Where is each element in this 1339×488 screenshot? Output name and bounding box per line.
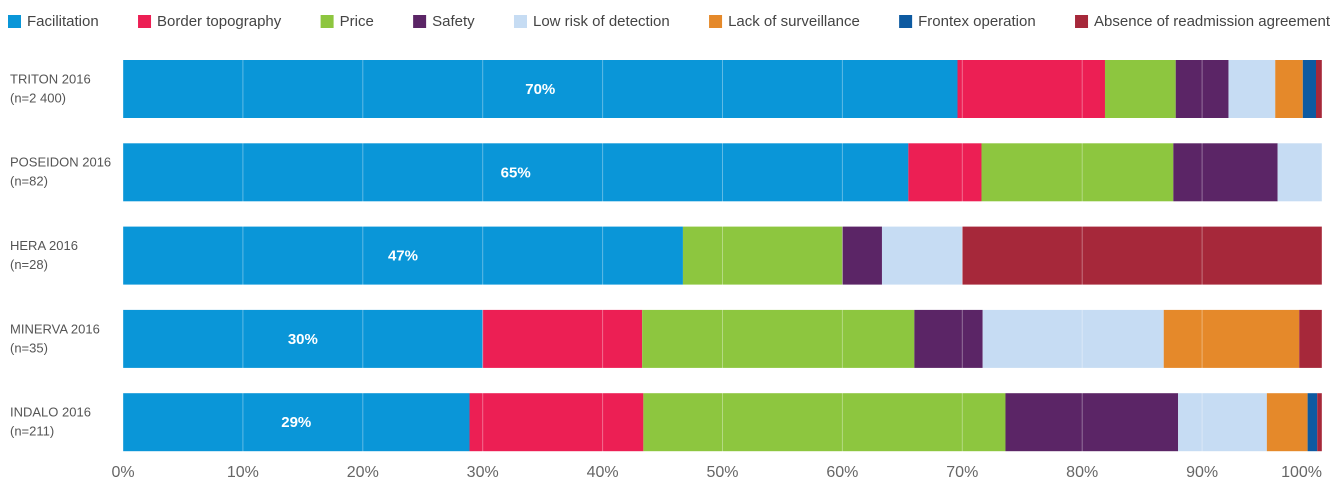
bar-segment xyxy=(1178,393,1267,452)
bar-segment xyxy=(957,60,1105,118)
legend-label: Safety xyxy=(432,13,475,30)
bar-segment xyxy=(914,309,983,368)
bar-segment xyxy=(1163,309,1300,368)
legend-label: Low risk of detection xyxy=(533,13,670,30)
category-note: (n=2 400) xyxy=(10,90,66,105)
category-label: MINERVA 2016 xyxy=(10,321,100,336)
legend-swatch xyxy=(899,15,913,28)
x-tick-label: 50% xyxy=(706,464,738,481)
bar-segment xyxy=(908,143,982,202)
bar-segment xyxy=(842,226,882,285)
legend-label: Lack of surveillance xyxy=(728,13,860,30)
value-label: 70% xyxy=(525,81,555,98)
legend-label: Frontex operation xyxy=(918,13,1036,30)
category-note: (n=28) xyxy=(10,257,48,272)
category-note: (n=35) xyxy=(10,340,48,355)
bar-segment xyxy=(682,226,843,285)
legend-swatch xyxy=(138,15,152,28)
value-label: 29% xyxy=(281,414,311,431)
bar-segment xyxy=(642,309,915,368)
value-label: 47% xyxy=(388,248,418,265)
legend-swatch xyxy=(320,15,334,28)
legend-label: Border topography xyxy=(157,13,282,30)
x-tick-label: 30% xyxy=(467,464,499,481)
legend-swatch xyxy=(8,15,21,28)
category-note: (n=82) xyxy=(10,174,48,189)
x-tick-label: 0% xyxy=(111,464,134,481)
bar-segment xyxy=(123,226,683,285)
bar-segment xyxy=(123,60,958,118)
legend-swatch xyxy=(513,15,527,28)
category-label: TRITON 2016 xyxy=(10,71,91,86)
bar-segment xyxy=(1275,60,1303,118)
legend-swatch xyxy=(709,15,723,28)
bar-segment xyxy=(469,393,644,452)
value-label: 65% xyxy=(501,164,531,181)
bar-segment xyxy=(1005,393,1179,452)
x-tick-label: 70% xyxy=(946,464,978,481)
category-label: HERA 2016 xyxy=(10,238,78,253)
bar-segment xyxy=(1266,393,1308,452)
bar-segment xyxy=(1228,60,1276,118)
bar-segment xyxy=(1175,60,1229,118)
bar-segment xyxy=(1302,60,1317,118)
bar-segment xyxy=(1307,393,1318,452)
category-note: (n=211) xyxy=(10,424,54,439)
x-tick-label: 100% xyxy=(1281,464,1322,481)
bar-segment xyxy=(643,393,1006,452)
bar-segment xyxy=(1317,393,1322,452)
category-label: INDALO 2016 xyxy=(10,405,91,420)
legend-swatch xyxy=(1075,15,1089,28)
bar-segment xyxy=(881,226,963,285)
bar-segment xyxy=(1277,143,1322,202)
bar-segment xyxy=(1104,60,1176,118)
bar-segment xyxy=(123,393,470,452)
category-label: POSEIDON 2016 xyxy=(10,155,111,170)
bar-segment xyxy=(1316,60,1322,118)
x-tick-label: 10% xyxy=(227,464,259,481)
x-tick-label: 40% xyxy=(587,464,619,481)
value-label: 30% xyxy=(288,331,318,348)
bar-segment xyxy=(1299,309,1322,368)
bar-segment xyxy=(482,309,643,368)
x-tick-label: 90% xyxy=(1186,464,1218,481)
bar-segment xyxy=(962,226,1322,285)
bar-segment xyxy=(123,309,483,368)
x-tick-label: 80% xyxy=(1066,464,1098,481)
bar-segment xyxy=(982,309,1164,368)
bar-segment xyxy=(123,143,909,202)
bar-segment xyxy=(1173,143,1278,202)
legend-label: Absence of readmission agreement xyxy=(1094,13,1331,30)
legend-label: Facilitation xyxy=(27,13,99,30)
legend-label: Price xyxy=(340,13,374,30)
bar-segment xyxy=(981,143,1174,202)
x-tick-label: 20% xyxy=(347,464,379,481)
legend-swatch xyxy=(413,15,427,28)
x-tick-label: 60% xyxy=(826,464,858,481)
